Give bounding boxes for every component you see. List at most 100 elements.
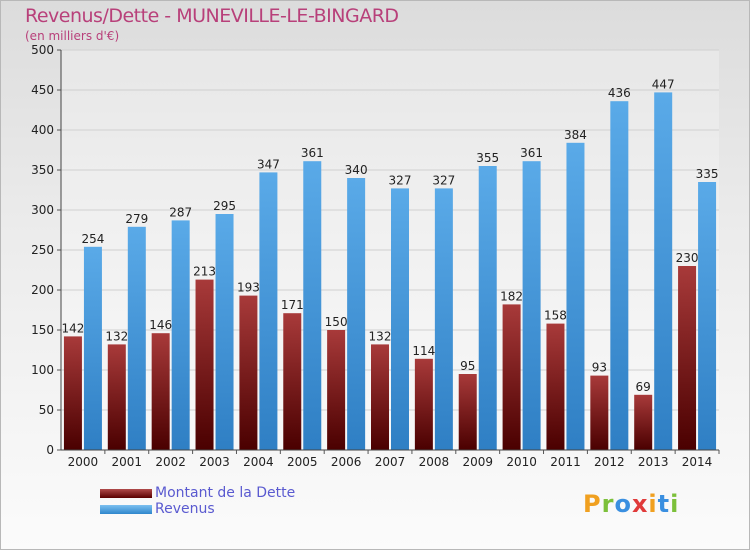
value-label-revenus: 361 [520, 146, 543, 160]
bar-dette [239, 295, 258, 450]
value-label-revenus: 340 [345, 163, 368, 177]
bar-revenus [522, 161, 541, 450]
bar-dette [63, 336, 82, 450]
x-tick-label: 2011 [550, 455, 581, 469]
y-tick-label: 450 [31, 83, 54, 97]
bar-revenus [303, 161, 322, 450]
bar-revenus [391, 188, 409, 450]
value-label-dette: 158 [544, 309, 567, 323]
legend-swatch-dette [100, 489, 152, 498]
bar-revenus [478, 166, 497, 450]
logo-letter: r [601, 490, 615, 518]
bar-dette [634, 394, 653, 450]
x-tick-label: 2000 [68, 455, 99, 469]
x-tick-label: 2012 [594, 455, 625, 469]
value-label-dette: 193 [237, 281, 260, 295]
value-label-dette: 132 [369, 329, 392, 343]
value-label-dette: 95 [460, 359, 475, 373]
bar-revenus [347, 178, 366, 450]
grid-lines [61, 49, 719, 451]
y-tick-label: 300 [31, 203, 54, 217]
value-label-dette: 93 [592, 361, 607, 375]
x-tick-label: 2001 [112, 455, 143, 469]
value-label-revenus: 384 [564, 128, 587, 142]
value-labels: 142 254 132 279 146 287 213 295 193 347 171 361 150 3… [61, 77, 718, 393]
bar-dette [283, 313, 302, 450]
bar-revenus [698, 182, 717, 450]
y-tick-label: 150 [31, 323, 54, 337]
y-tick-label: 0 [46, 443, 54, 457]
axes: 0 50 100 150 200 250 300 350 400 450 500 2000 2001 20… [31, 43, 720, 469]
value-label-revenus: 355 [476, 151, 499, 165]
bar-revenus [566, 142, 585, 451]
bar-dette [107, 344, 126, 450]
bar-revenus [654, 92, 673, 451]
value-label-dette: 69 [636, 380, 651, 394]
y-tick-label: 400 [31, 123, 54, 137]
x-tick-label: 2002 [155, 455, 186, 469]
value-label-revenus: 254 [81, 232, 104, 246]
value-label-dette: 230 [676, 251, 699, 265]
x-tick-label: 2004 [243, 455, 274, 469]
y-tick-label: 200 [31, 283, 54, 297]
value-label-revenus: 287 [169, 205, 192, 219]
bar-dette [151, 333, 170, 450]
bar-revenus [259, 172, 278, 450]
y-tick-label: 250 [31, 243, 54, 257]
bar-dette [458, 374, 477, 450]
x-tick-label: 2005 [287, 455, 318, 469]
value-label-dette: 142 [61, 321, 84, 335]
logo-letter: o [614, 490, 632, 518]
bar-dette [371, 344, 389, 450]
bar-revenus [610, 101, 629, 450]
value-label-dette: 213 [193, 265, 216, 279]
logo-letter: P [583, 490, 602, 518]
legend-label-dette: Montant de la Dette [155, 485, 296, 501]
value-label-revenus: 327 [432, 173, 455, 187]
bar-revenus [434, 188, 453, 450]
value-label-revenus: 361 [301, 146, 324, 160]
bar-dette [327, 330, 346, 450]
x-tick-label: 2006 [331, 455, 362, 469]
logo-letter: i [670, 490, 680, 518]
bar-dette [195, 279, 214, 450]
value-label-dette: 150 [325, 315, 348, 329]
bar-dette [414, 358, 433, 450]
value-label-revenus: 436 [608, 86, 631, 100]
bar-revenus [83, 246, 102, 450]
value-label-dette: 146 [149, 318, 172, 332]
value-label-dette: 171 [281, 298, 304, 312]
value-label-revenus: 327 [389, 173, 412, 187]
bar-dette [590, 375, 609, 450]
value-label-revenus: 295 [213, 199, 236, 213]
x-tick-label: 2013 [638, 455, 669, 469]
bars [63, 92, 717, 451]
proxiti-logo: Proxiti [583, 490, 679, 518]
y-tick-label: 100 [31, 363, 54, 377]
bar-dette [546, 323, 565, 450]
y-tick-label: 500 [31, 43, 54, 57]
value-label-dette: 114 [412, 344, 435, 358]
value-label-revenus: 279 [125, 212, 148, 226]
logo-letter: t [657, 490, 671, 518]
x-tick-label: 2007 [375, 455, 406, 469]
legend-label-revenus: Revenus [155, 501, 215, 517]
chart-title: Revenus/Dette - MUNEVILLE-LE-BINGARD [25, 5, 399, 27]
x-tick-label: 2008 [419, 455, 450, 469]
value-label-revenus: 335 [696, 167, 719, 181]
value-label-dette: 132 [105, 329, 128, 343]
bar-dette [678, 266, 697, 450]
logo-letter: x [631, 490, 649, 518]
bar-revenus [215, 214, 234, 450]
y-tick-label: 50 [39, 403, 54, 417]
value-label-dette: 182 [500, 289, 523, 303]
value-label-revenus: 347 [257, 157, 280, 171]
legend-swatch-revenus [100, 505, 152, 514]
y-tick-label: 350 [31, 163, 54, 177]
logo-letter: i [648, 490, 658, 518]
x-tick-label: 2014 [682, 455, 713, 469]
bar-dette [502, 304, 521, 450]
value-label-revenus: 447 [652, 77, 675, 91]
bar-revenus [171, 220, 190, 450]
